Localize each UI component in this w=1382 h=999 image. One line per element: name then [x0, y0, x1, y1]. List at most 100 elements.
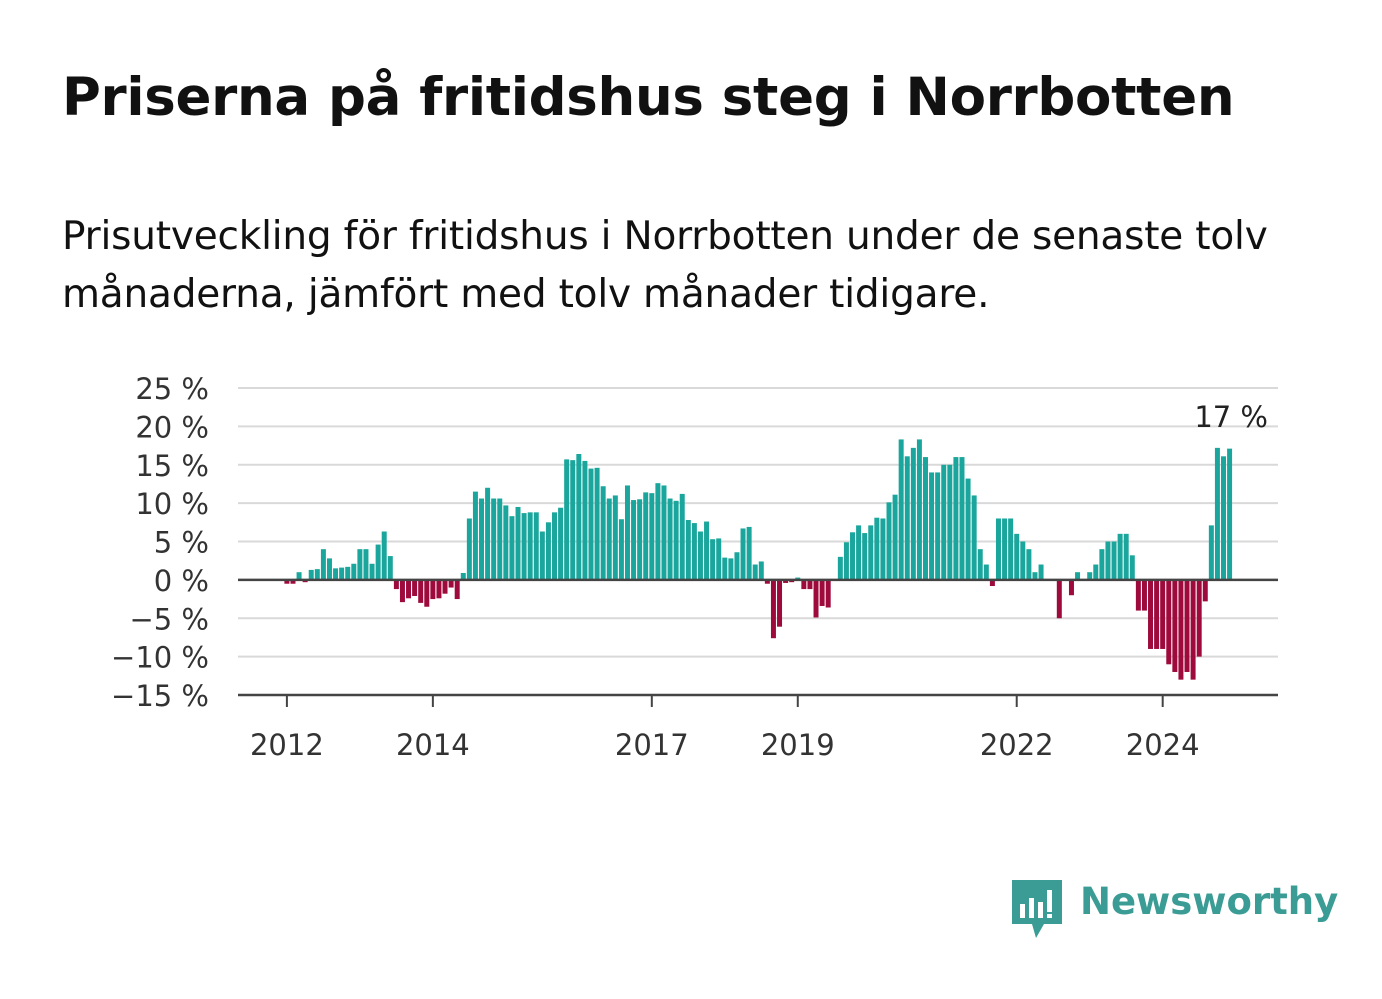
- newsworthy-logo-icon: [1012, 880, 1062, 938]
- bar: [357, 549, 363, 580]
- bar: [393, 579, 399, 590]
- bar: [1020, 541, 1026, 580]
- bar: [989, 579, 995, 587]
- bar: [1105, 541, 1111, 580]
- data-label-latest: 17 %: [1194, 400, 1268, 434]
- bar: [904, 456, 910, 580]
- bar: [710, 539, 716, 580]
- bar: [326, 558, 332, 580]
- bar: [1075, 572, 1081, 580]
- bar: [959, 457, 965, 580]
- bar: [850, 532, 856, 580]
- y-axis-labels: 25 % 20 % 15 % 10 % 5 % 0 % −5 % −10 % −15 %: [111, 372, 209, 713]
- bar: [880, 518, 886, 580]
- bar: [1093, 564, 1099, 580]
- bar: [1008, 518, 1014, 580]
- bar: [935, 472, 941, 580]
- axes: [238, 578, 1278, 707]
- bar: [369, 563, 375, 580]
- bar: [284, 579, 290, 584]
- bar: [971, 495, 977, 580]
- bar: [862, 533, 868, 580]
- y-tick-label: 20 %: [135, 410, 209, 444]
- bar: [801, 579, 807, 590]
- y-tick-label: −10 %: [111, 641, 209, 675]
- bar: [1208, 525, 1214, 580]
- bar: [497, 498, 503, 580]
- bar: [1111, 541, 1117, 580]
- bar: [655, 483, 661, 580]
- bar: [351, 563, 357, 580]
- bar: [363, 549, 369, 580]
- bar: [777, 579, 783, 627]
- bar: [1002, 518, 1008, 580]
- bar: [673, 500, 679, 580]
- x-tick-label: 2022: [980, 728, 1054, 762]
- y-tick-label: −5 %: [129, 602, 209, 636]
- bar: [472, 491, 478, 580]
- bar: [387, 556, 393, 580]
- bar: [953, 457, 959, 580]
- x-tick-label: 2012: [250, 728, 324, 762]
- bar: [430, 579, 436, 600]
- bar: [624, 485, 630, 580]
- bar: [479, 498, 485, 580]
- bar: [600, 486, 606, 580]
- bar: [588, 468, 594, 580]
- bar: [1032, 572, 1038, 580]
- y-tick-label: 25 %: [135, 372, 209, 406]
- bar: [1172, 579, 1178, 672]
- y-tick-label: 10 %: [135, 487, 209, 521]
- bar: [977, 549, 983, 580]
- bar: [837, 556, 843, 580]
- bar: [637, 499, 643, 580]
- bar: [886, 502, 892, 580]
- bar: [752, 564, 758, 580]
- bar: [320, 549, 326, 580]
- bar: [843, 542, 849, 580]
- bar: [874, 517, 880, 580]
- bar: [649, 493, 655, 580]
- bar: [618, 519, 624, 580]
- bar: [533, 512, 539, 580]
- bar: [503, 505, 509, 580]
- bar: [916, 439, 922, 580]
- bar: [1135, 579, 1141, 611]
- bar: [1160, 579, 1166, 649]
- bar: [643, 492, 649, 580]
- x-axis-labels: 2012 2014 2017 2019 2022 2024: [250, 728, 1200, 762]
- bar: [898, 439, 904, 580]
- bar: [521, 513, 527, 580]
- bar: [923, 457, 928, 580]
- bar: [1123, 533, 1129, 580]
- bar: [582, 460, 588, 580]
- bar: [375, 544, 381, 580]
- bar: [339, 567, 345, 580]
- bar: [758, 561, 764, 580]
- bar: [631, 500, 637, 580]
- bar: [746, 526, 752, 580]
- bar: [406, 579, 412, 599]
- bar: [728, 558, 734, 580]
- y-tick-label: 15 %: [135, 449, 209, 483]
- bar: [910, 447, 916, 580]
- bar: [612, 495, 618, 580]
- bar: [412, 579, 418, 596]
- bar: [697, 531, 703, 580]
- x-tick-label: 2014: [396, 728, 470, 762]
- bar: [868, 525, 874, 580]
- bar: [545, 522, 551, 580]
- bar: [783, 579, 789, 583]
- bar: [460, 572, 466, 580]
- bar: [424, 579, 430, 607]
- bar: [685, 520, 691, 580]
- bar: [515, 506, 521, 580]
- bar: [333, 568, 339, 580]
- bar: [442, 579, 448, 594]
- x-tick-label: 2017: [615, 728, 689, 762]
- bar: [491, 498, 497, 580]
- bar: [1178, 579, 1184, 680]
- bar: [466, 518, 472, 580]
- bar: [308, 569, 314, 580]
- bar: [1068, 579, 1074, 596]
